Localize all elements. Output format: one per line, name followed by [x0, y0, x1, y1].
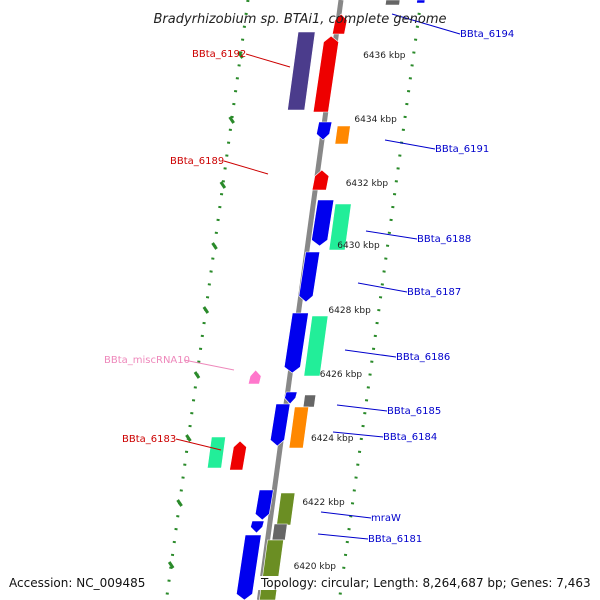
topology-label: Topology: circular; Length: 8,264,687 bp…	[258, 576, 594, 590]
tick-label: 6436 kbp	[363, 51, 406, 61]
tick-label: 6434 kbp	[354, 115, 397, 125]
tick-label: 6420 kbp	[294, 562, 337, 572]
tick-label: 6428 kbp	[328, 306, 371, 316]
gene-arrow	[284, 391, 298, 405]
tick-label: 6424 kbp	[311, 434, 354, 444]
gene-arrow	[207, 436, 226, 469]
ring-dash	[237, 51, 244, 59]
map-title: Bradyrhizobium sp. BTAi1, complete genom…	[153, 12, 446, 27]
tick-label: 6430 kbp	[337, 241, 380, 251]
leader-line	[391, 13, 461, 35]
gene-arrow	[270, 403, 291, 447]
gene-arrow	[276, 492, 296, 526]
leader-line	[175, 438, 222, 451]
tick-label: 6422 kbp	[302, 498, 345, 508]
gene-arrow	[312, 35, 339, 113]
gene-label: BBta_6185	[387, 406, 441, 417]
gene-arrow	[287, 31, 316, 111]
gene-arrow	[236, 534, 262, 600]
gene-label: BBta_6183	[122, 434, 176, 445]
gene-label: BBta_6192	[192, 49, 246, 60]
gene-arrow	[311, 169, 330, 191]
gene-arrow	[334, 125, 351, 145]
gene-arrow	[288, 406, 309, 449]
ring-dash	[167, 561, 175, 569]
gene-arrow	[298, 251, 321, 303]
leader-line	[384, 139, 436, 150]
gene-arrow	[328, 203, 352, 251]
genes-layer	[207, 0, 426, 600]
leader-line	[320, 511, 372, 519]
ticks-layer: 6436 kbp 6434 kbp 6432 kbp 6430 kbp 6428 kbp…	[294, 51, 406, 572]
gene-block	[384, 0, 401, 6]
gene-label: BBta_miscRNA10	[104, 355, 190, 366]
gene-arrow	[311, 199, 335, 247]
gene-arrow	[303, 315, 329, 377]
gene-label: mraW	[371, 513, 401, 524]
tick-label: 6426 kbp	[320, 370, 363, 380]
leader-line	[357, 282, 408, 293]
gene-arrow	[250, 520, 265, 534]
gene-label: BBta_6184	[383, 432, 437, 443]
gene-arrow	[283, 312, 309, 374]
leader-line	[365, 230, 418, 240]
gene-arrow	[254, 489, 274, 521]
gene-block	[416, 0, 426, 4]
gene-label: BBta_6189	[170, 156, 224, 167]
leader-line	[317, 533, 369, 540]
ring-dash	[211, 242, 218, 250]
gene-label: BBta_6188	[417, 234, 471, 245]
gene-arrow	[332, 13, 348, 35]
gene-label: BBta_6194	[460, 29, 514, 40]
ring-dash	[193, 371, 201, 379]
dotted-ring-layer	[164, 0, 423, 600]
leader-line	[336, 404, 388, 412]
accession-label: Accession: NC_009485	[9, 576, 146, 590]
leader-line	[183, 359, 235, 371]
gene-block	[302, 394, 317, 408]
leader-line	[344, 349, 397, 358]
leader-line	[223, 160, 269, 175]
gene-label: BBta_6187	[407, 287, 461, 298]
gene-labels-layer: BBta_6194 BBta_6192 BBta_6191 BBta_6189 BBta…	[104, 13, 514, 545]
gene-label: BBta_6181	[368, 534, 422, 545]
gene-label: BBta_6191	[435, 144, 489, 155]
gene-block	[271, 523, 288, 541]
leader-line	[332, 431, 384, 438]
tick-label: 6432 kbp	[346, 179, 389, 189]
gene-arrow	[316, 121, 333, 141]
inner-dotted-ring	[164, 0, 250, 600]
ring-dash	[228, 116, 235, 124]
leader-line	[245, 53, 291, 68]
ring-dash	[202, 306, 210, 314]
ring-dash	[176, 499, 183, 507]
ring-dash	[185, 434, 192, 442]
ring-dash	[219, 181, 227, 189]
gene-arrow	[229, 440, 247, 471]
outer-dotted-ring	[337, 0, 423, 600]
gene-label: BBta_6186	[396, 352, 450, 363]
gene-arrow	[247, 369, 262, 385]
